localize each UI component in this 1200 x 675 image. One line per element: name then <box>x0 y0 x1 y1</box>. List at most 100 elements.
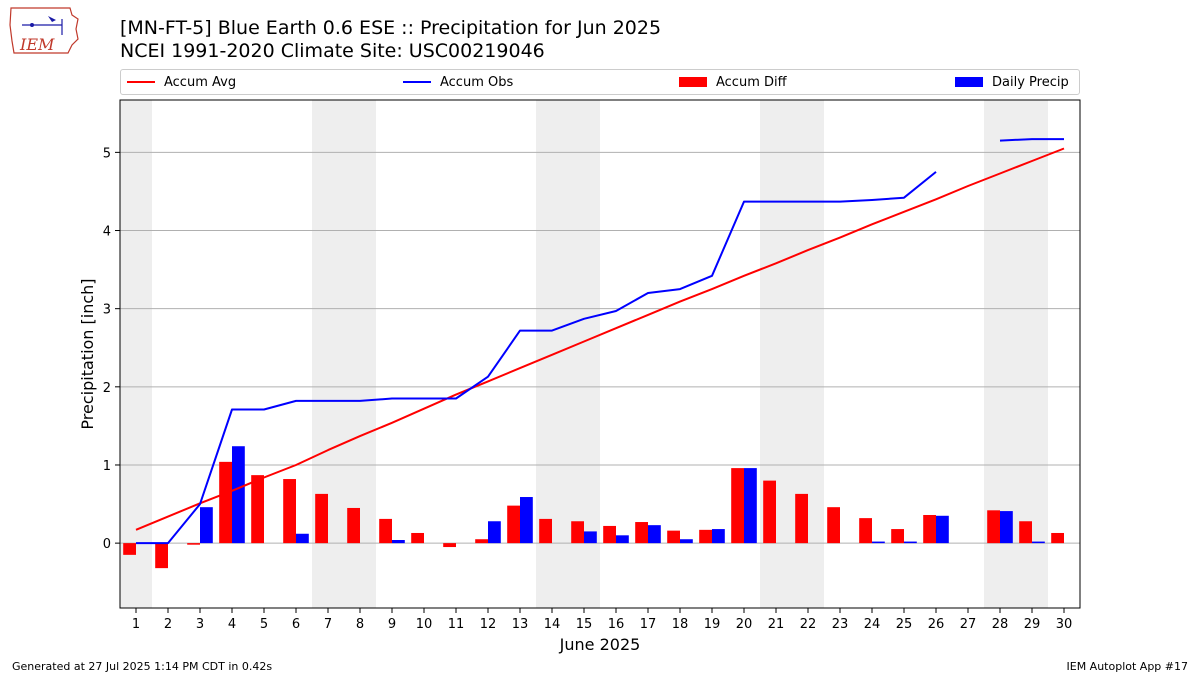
accum-diff-bar <box>859 518 872 544</box>
legend-swatch-daily-precip <box>955 77 983 87</box>
daily-precip-bar <box>648 525 661 544</box>
iem-logo: IEM <box>9 7 79 54</box>
daily-precip-bar <box>200 507 213 544</box>
weekend-band-1 <box>120 100 152 608</box>
legend-item-accum-avg: Accum Avg <box>127 70 236 94</box>
x-tick-label: 13 <box>512 617 529 632</box>
y-tick-label: 5 <box>103 146 111 161</box>
accum-diff-bar <box>475 539 488 544</box>
x-tick-label: 5 <box>260 617 268 632</box>
x-tick-label: 26 <box>928 617 945 632</box>
x-tick-label: 12 <box>480 617 497 632</box>
x-tick-label: 28 <box>992 617 1009 632</box>
accum-diff-bar <box>763 480 776 544</box>
daily-precip-bar <box>520 497 533 544</box>
accum-diff-bar <box>315 493 328 544</box>
daily-precip-bar <box>936 515 949 544</box>
x-tick-label: 2 <box>164 617 172 632</box>
logo-text: IEM <box>19 35 55 54</box>
x-tick-label: 21 <box>768 617 785 632</box>
daily-precip-bar <box>392 540 405 544</box>
accum-avg-line <box>135 147 1065 531</box>
accum-diff-bar <box>635 522 648 544</box>
accum-obs-line <box>136 138 1064 545</box>
x-tick-label: 4 <box>228 617 236 632</box>
legend-label-daily-precip: Daily Precip <box>992 74 1069 90</box>
x-tick-label: 1 <box>132 617 140 632</box>
chart-subtitle: NCEI 1991-2020 Climate Site: USC00219046 <box>120 40 545 62</box>
chart-title: [MN-FT-5] Blue Earth 0.6 ESE :: Precipit… <box>120 17 662 39</box>
legend-swatch-accum-obs <box>403 81 431 83</box>
x-axis-label: June 2025 <box>559 635 641 654</box>
daily-precip-bar <box>680 539 693 544</box>
accum-diff-bar <box>123 543 136 555</box>
x-tick-label: 9 <box>388 617 396 632</box>
accum-diff-bar <box>219 461 232 544</box>
accum-diff-bar <box>507 505 520 544</box>
x-tick-label: 8 <box>356 617 364 632</box>
legend-swatch-accum-diff <box>679 77 707 87</box>
x-tick-label: 29 <box>1024 617 1041 632</box>
footer-generated: Generated at 27 Jul 2025 1:14 PM CDT in … <box>12 660 273 673</box>
accum-diff-bar <box>379 518 392 544</box>
accum-diff-bar <box>795 493 808 544</box>
daily-precip-bar <box>1000 511 1013 544</box>
legend: Accum Avg Accum Obs Accum Diff Daily Pre… <box>120 69 1080 95</box>
x-tick-label: 14 <box>544 617 561 632</box>
y-tick-label: 1 <box>103 459 111 474</box>
x-tick-label: 11 <box>448 617 465 632</box>
x-tick-label: 19 <box>704 617 721 632</box>
accum-diff-bar <box>987 510 1000 544</box>
y-axis-label: Precipitation [inch] <box>78 278 97 429</box>
legend-item-accum-diff: Accum Diff <box>679 70 787 94</box>
footer-app: IEM Autoplot App #17 <box>1066 660 1189 673</box>
x-tick-label: 27 <box>960 617 977 632</box>
accum-diff-bar <box>539 518 552 544</box>
daily-precip-bar <box>488 521 501 544</box>
daily-precip-bar <box>872 541 885 544</box>
accum-diff-bar <box>443 543 456 548</box>
accum-diff-bar <box>347 507 360 544</box>
legend-swatch-accum-avg <box>127 81 155 83</box>
x-tick-label: 15 <box>576 617 593 632</box>
x-tick-label: 17 <box>640 617 657 632</box>
accum-diff-bar <box>891 529 904 544</box>
accum-diff-bar <box>1019 521 1032 544</box>
accum-diff-bar <box>283 479 296 544</box>
daily-precip-bar <box>1032 541 1045 544</box>
legend-item-accum-obs: Accum Obs <box>403 70 513 94</box>
x-tick-label: 10 <box>416 617 433 632</box>
x-tick-label: 16 <box>608 617 625 632</box>
x-tick-label: 20 <box>736 617 753 632</box>
accum-diff-bar <box>667 530 680 544</box>
accum-diff-bar <box>411 532 424 544</box>
bar-marks <box>123 446 1064 569</box>
daily-precip-bar <box>744 468 757 544</box>
daily-precip-bar <box>712 529 725 544</box>
x-tick-label: 23 <box>832 617 849 632</box>
daily-precip-bar <box>296 533 309 544</box>
x-tick-label: 22 <box>800 617 817 632</box>
accum-diff-bar <box>187 543 200 545</box>
y-tick-label: 4 <box>103 225 111 240</box>
legend-item-daily-precip: Daily Precip <box>955 70 1069 94</box>
daily-precip-bar <box>584 531 597 544</box>
x-tick-label: 24 <box>864 617 881 632</box>
accum-diff-bar <box>251 475 264 544</box>
x-tick-label: 7 <box>324 617 332 632</box>
x-tick-label: 30 <box>1056 617 1073 632</box>
accum-diff-bar <box>731 468 744 544</box>
accum-diff-bar <box>571 521 584 544</box>
daily-precip-bar <box>904 541 917 544</box>
line-marks <box>135 138 1065 545</box>
accum-diff-bar <box>827 507 840 544</box>
accum-diff-bar <box>1051 532 1064 544</box>
x-tick-label: 3 <box>196 617 204 632</box>
accum-diff-bar <box>155 543 168 569</box>
gridlines <box>120 151 1080 544</box>
legend-label-accum-diff: Accum Diff <box>716 74 787 90</box>
y-tick-label: 3 <box>103 303 111 318</box>
accum-diff-bar <box>699 529 712 544</box>
